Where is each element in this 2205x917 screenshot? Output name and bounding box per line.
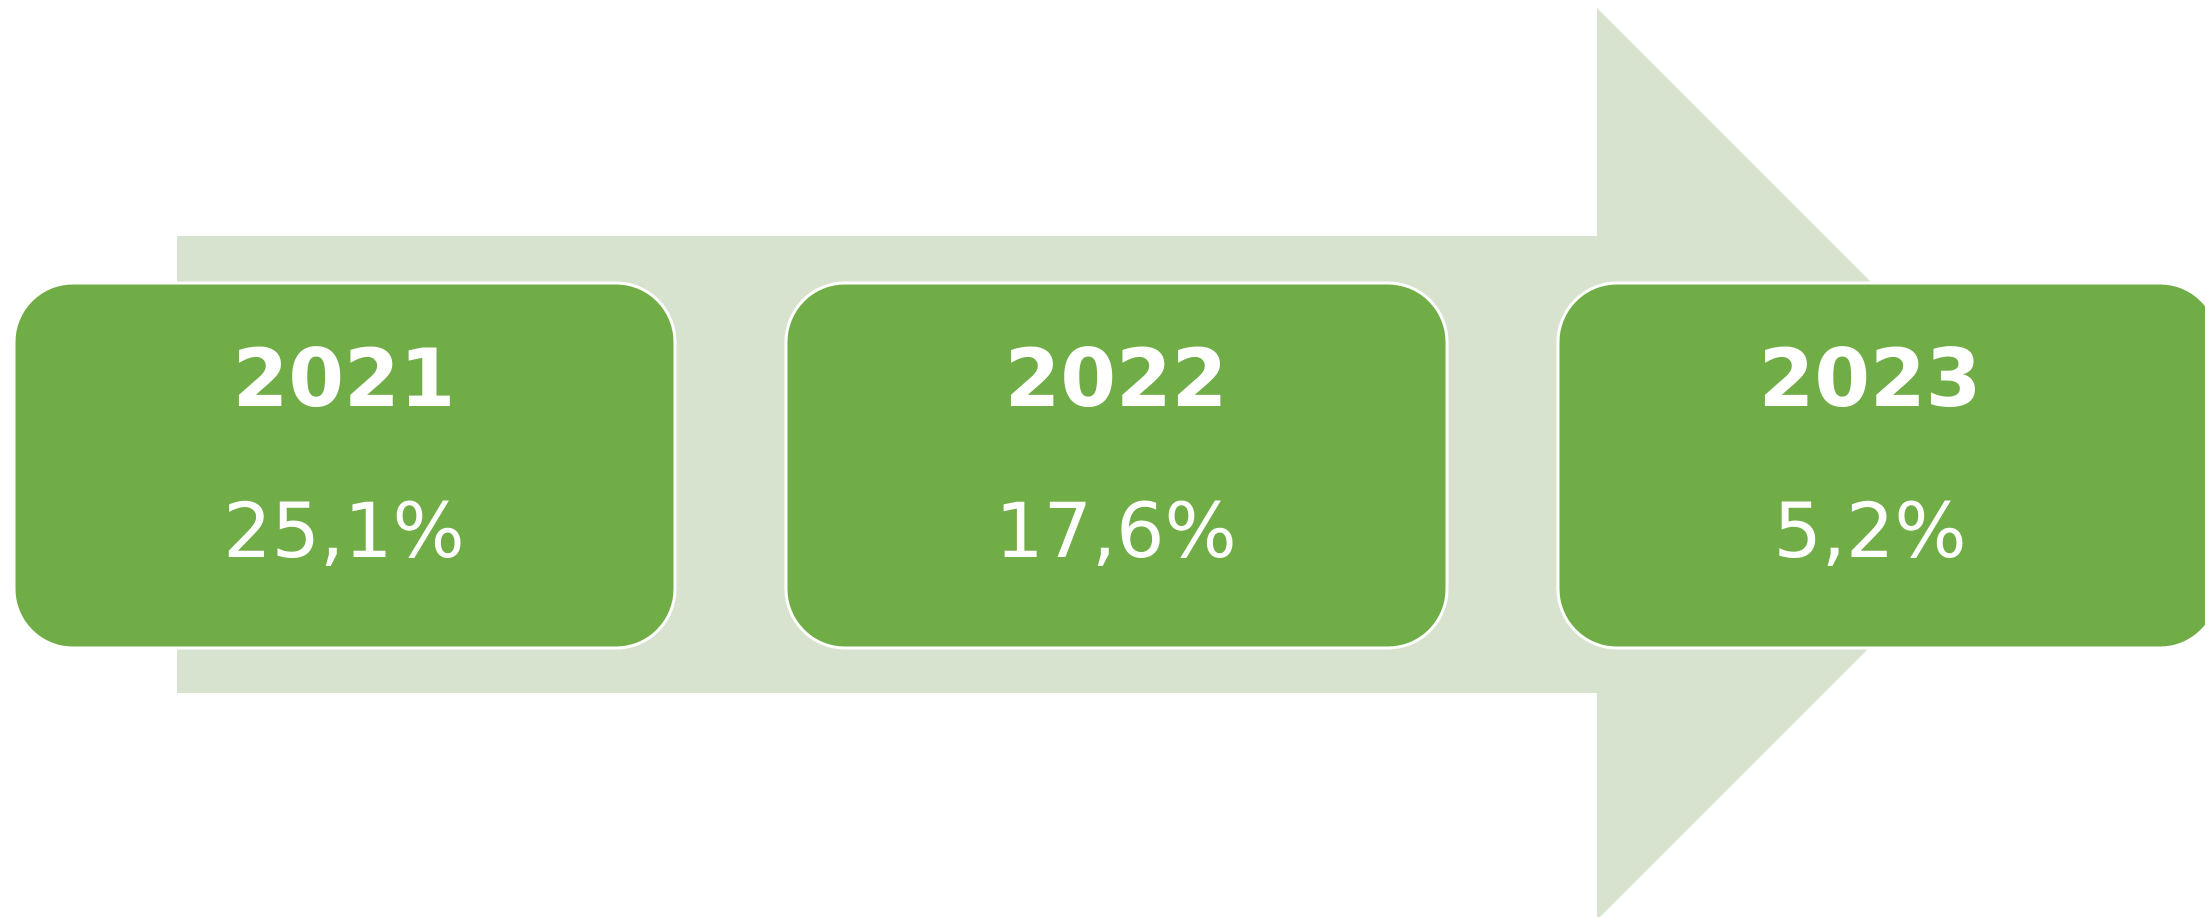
year-box [1556,281,2205,650]
year-box [12,281,677,650]
year-label: 2023 [1759,332,1982,425]
year-label: 2021 [233,332,456,425]
value-label: 5,2% [1773,486,1966,575]
year-box [784,281,1449,650]
value-label: 17,6% [995,486,1236,575]
year-label: 2022 [1005,332,1228,425]
value-label: 25,1% [223,486,464,575]
